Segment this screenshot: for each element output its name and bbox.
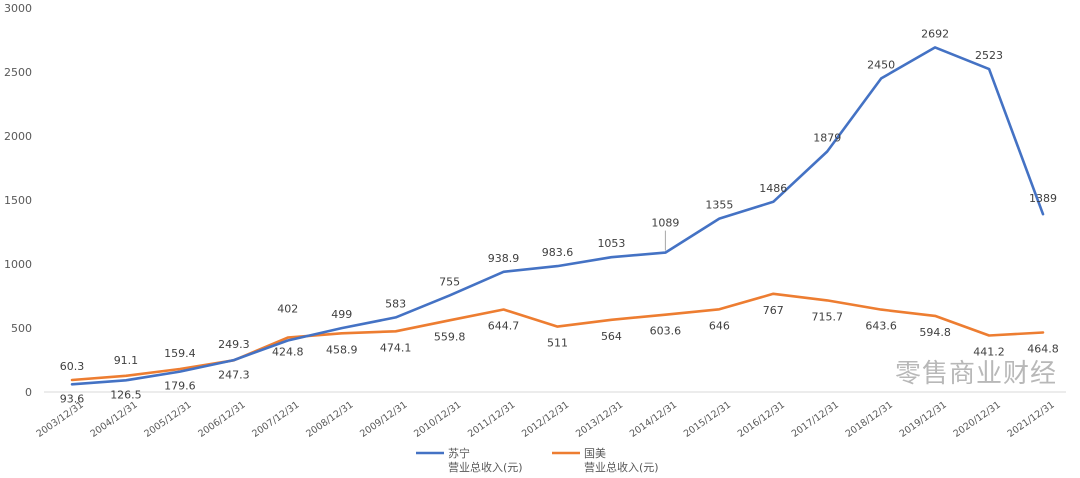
x-tick-label: 2015/12/31: [682, 399, 733, 439]
suning-data-label: 1053: [597, 237, 625, 250]
legend-label-suning: 苏宁: [448, 446, 470, 460]
x-tick-label: 2005/12/31: [142, 399, 193, 439]
gome-data-label: 603.6: [650, 325, 682, 338]
x-tick-label: 2009/12/31: [358, 399, 409, 439]
y-tick-label: 1500: [4, 194, 32, 207]
suning-data-label: 2450: [867, 58, 895, 71]
gome-data-label: 441.2: [973, 346, 1005, 359]
suning-data-label: 1486: [759, 182, 787, 195]
suning-data-label: 159.4: [164, 347, 196, 360]
x-tick-label: 2019/12/31: [898, 399, 949, 439]
gome-data-label: 424.8: [272, 346, 304, 359]
x-tick-label: 2021/12/31: [1006, 399, 1057, 439]
x-tick-label: 2018/12/31: [844, 399, 895, 439]
gome-data-label: 564: [601, 330, 622, 343]
x-tick-label: 2007/12/31: [250, 399, 301, 439]
x-tick-label: 2016/12/31: [736, 399, 787, 439]
legend-sublabel-suning: 营业总收入(元): [448, 460, 523, 474]
gome-data-label: 93.6: [60, 392, 85, 405]
gome-data-label: 464.8: [1027, 343, 1059, 356]
gome-data-label: 643.6: [865, 320, 897, 333]
x-tick-label: 2013/12/31: [574, 399, 625, 439]
legend-label-gome: 国美: [584, 447, 606, 460]
x-tick-label: 2014/12/31: [628, 399, 679, 439]
suning-data-label: 402: [277, 303, 298, 316]
x-tick-label: 2003/12/31: [35, 399, 86, 439]
x-tick-label: 2012/12/31: [520, 399, 571, 439]
legend-sublabel-gome: 营业总收入(元): [584, 460, 659, 474]
suning-line: [70, 46, 1045, 386]
suning-data-label: 1355: [705, 199, 733, 212]
gome-data-label: 458.9: [326, 343, 358, 356]
gome-data-label: 767: [763, 304, 784, 317]
suning-data-label: 249.3: [218, 338, 250, 351]
suning-data-label: 499: [331, 308, 352, 321]
gome-data-label: 644.7: [488, 319, 520, 332]
gome-data-label: 474.1: [380, 341, 412, 354]
gome-data-label: 511: [547, 337, 568, 350]
x-tick-label: 2010/12/31: [412, 399, 463, 439]
suning-data-label: 1389: [1029, 192, 1057, 205]
x-tick-label: 2011/12/31: [466, 399, 517, 439]
suning-data-label: 2523: [975, 49, 1003, 62]
watermark: 零售商业财经: [895, 359, 1057, 389]
gome-data-label: 594.8: [919, 326, 951, 339]
y-tick-label: 0: [25, 386, 32, 399]
x-tick-label: 2008/12/31: [304, 399, 355, 439]
data-labels: 60.3 93.6 91.1 126.5 159.4 179.6 249.3 247.3 402…: [60, 27, 1059, 405]
y-tick-label: 500: [11, 322, 32, 335]
y-tick-label: 2000: [4, 130, 32, 143]
x-tick-label: 2006/12/31: [196, 399, 247, 439]
suning-data-label: 755: [439, 275, 460, 288]
suning-data-label: 60.3: [60, 360, 85, 373]
x-tick-label: 2020/12/31: [952, 399, 1003, 439]
x-tick-label: 2017/12/31: [790, 399, 841, 439]
suning-data-label: 1089: [651, 217, 679, 230]
gome-data-label: 179.6: [164, 380, 196, 393]
y-tick-label: 1000: [4, 258, 32, 271]
gome-data-label: 559.8: [434, 330, 466, 343]
gome-data-label: 715.7: [811, 310, 843, 323]
suning-data-label: 583: [385, 297, 406, 310]
suning-data-label: 938.9: [488, 252, 520, 265]
gome-data-label: 126.5: [110, 388, 142, 401]
gome-data-label: 646: [709, 319, 730, 332]
y-tick-label: 2500: [4, 66, 32, 79]
y-tick-label: 3000: [4, 2, 32, 15]
x-tick-label: 2004/12/31: [88, 399, 139, 439]
suning-data-label: 2692: [921, 27, 949, 40]
series-layer: [70, 46, 1045, 386]
suning-data-label: 983.6: [542, 246, 574, 259]
x-axis: 2003/12/31 2004/12/31 2005/12/31 2006/12/31…: [35, 391, 1066, 440]
suning-data-label: 91.1: [114, 354, 139, 367]
y-axis: 0 500 1000 1500 2000 2500 3000: [4, 2, 32, 399]
gome-data-label: 247.3: [218, 368, 250, 381]
suning-data-label: 1879: [813, 131, 841, 144]
